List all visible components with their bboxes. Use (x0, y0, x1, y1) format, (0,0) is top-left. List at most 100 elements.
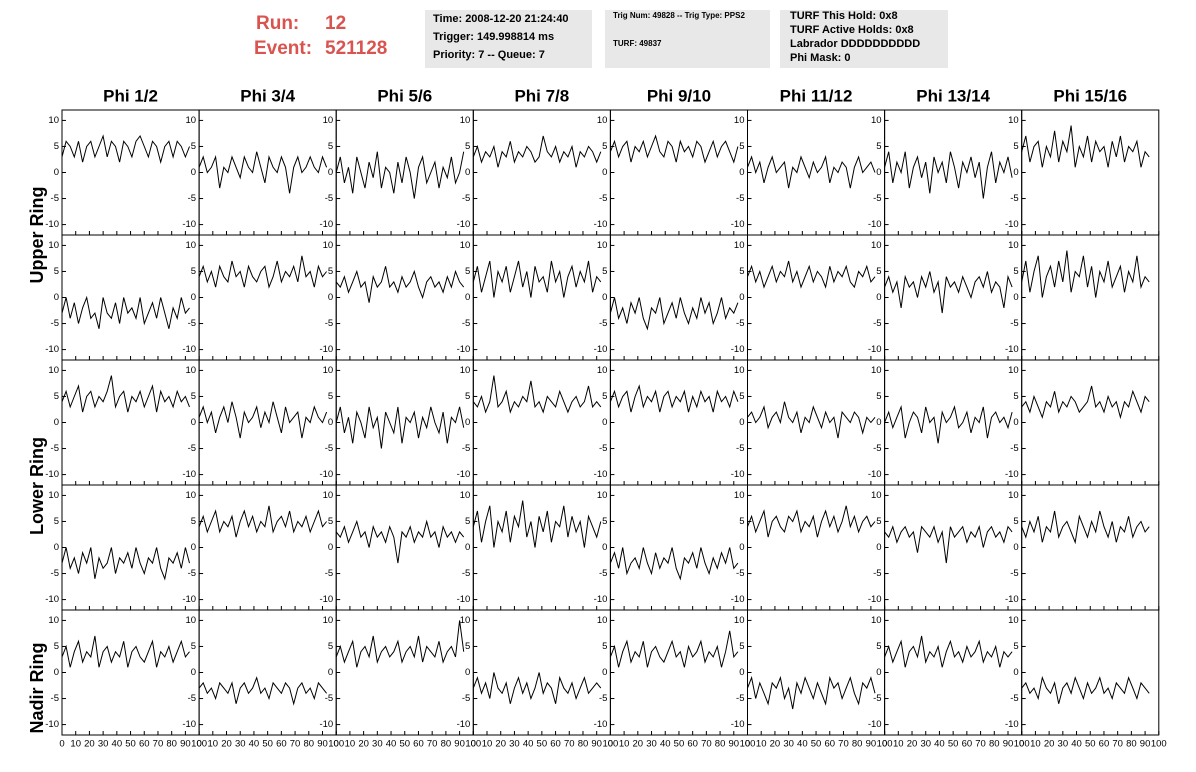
panel-frame (609, 484, 749, 611)
x-tick-label: 10 (619, 739, 630, 750)
y-tick-label: 5 (465, 391, 470, 402)
y-tick-label: 10 (871, 115, 882, 126)
x-tick-label: 60 (139, 739, 150, 750)
x-tick-label: 10 (1030, 739, 1041, 750)
x-tick-label: 100 (877, 739, 893, 750)
y-tick-label: 10 (323, 490, 334, 501)
y-tick-label: 10 (871, 615, 882, 626)
y-tick-label: -5 (599, 693, 607, 704)
y-tick-label: 5 (739, 516, 744, 527)
waveform (609, 384, 739, 413)
y-tick-label: -5 (188, 318, 196, 329)
x-tick-label: 30 (235, 739, 246, 750)
y-tick-label: 10 (734, 365, 745, 376)
x-tick-label: 100 (1014, 739, 1030, 750)
y-tick-label: 0 (191, 292, 196, 303)
y-tick-label: 10 (597, 490, 608, 501)
waveform (198, 676, 327, 706)
y-tick-label: -5 (188, 693, 196, 704)
x-tick-label: 100 (740, 739, 756, 750)
y-tick-label: -5 (736, 193, 744, 204)
waveform (1021, 385, 1150, 420)
x-tick-label: 90 (454, 739, 465, 750)
x-tick-label: 50 (537, 739, 548, 750)
y-tick-label: -10 (1005, 344, 1019, 355)
x-tick-label: 50 (674, 739, 685, 750)
y-tick-label: 0 (739, 417, 744, 428)
info-box (605, 10, 770, 68)
y-tick-label: -10 (457, 219, 471, 230)
waveform (335, 266, 465, 303)
x-tick-label: 30 (372, 739, 383, 750)
y-tick-label: -5 (1010, 318, 1018, 329)
x-tick-label: 30 (920, 739, 931, 750)
y-tick-label: 0 (876, 417, 881, 428)
info-text: Time: 2008-12-20 21:24:40 (433, 13, 569, 25)
y-tick-label: 10 (1008, 615, 1019, 626)
y-tick-label: 10 (1008, 115, 1019, 126)
waveform (884, 635, 1013, 668)
y-tick-label: 5 (739, 266, 744, 277)
run-number: 12 (325, 13, 346, 34)
y-tick-label: 10 (48, 240, 59, 251)
info-text: Trigger: 149.998814 ms (433, 31, 554, 43)
panel-frame (884, 109, 1023, 236)
y-tick-label: 0 (739, 292, 744, 303)
x-tick-label: 40 (934, 739, 945, 750)
x-tick-label: 10 (482, 739, 493, 750)
y-tick-label: -10 (868, 344, 882, 355)
waveform (1021, 675, 1150, 704)
y-tick-label: 0 (1013, 542, 1018, 553)
y-tick-label: 10 (48, 490, 59, 501)
y-tick-label: 5 (602, 266, 607, 277)
y-tick-label: -5 (325, 318, 333, 329)
waveform (884, 524, 1013, 564)
y-tick-label: 0 (465, 542, 470, 553)
y-tick-label: -5 (599, 443, 607, 454)
x-tick-label: 70 (701, 739, 712, 750)
y-tick-label: 5 (328, 391, 333, 402)
y-tick-label: 0 (739, 167, 744, 178)
y-tick-label: -10 (731, 344, 745, 355)
y-tick-label: 10 (323, 365, 334, 376)
y-tick-label: 0 (465, 417, 470, 428)
waveform (61, 375, 190, 413)
x-tick-label: 50 (811, 739, 822, 750)
panel-frame (747, 234, 886, 361)
column-title: Phi 15/16 (1053, 86, 1127, 105)
y-tick-label: -10 (182, 594, 196, 605)
y-tick-label: -5 (599, 568, 607, 579)
row-label: Upper Ring (27, 187, 47, 284)
y-tick-label: 10 (186, 615, 197, 626)
x-tick-label: 100 (191, 739, 207, 750)
waveform (198, 401, 328, 439)
waveform (61, 295, 190, 329)
y-tick-label: 10 (323, 240, 334, 251)
x-tick-label: 100 (465, 739, 481, 750)
y-tick-label: -5 (325, 193, 333, 204)
info-text: TURF This Hold: 0x8 (790, 10, 898, 22)
panel-frame (1021, 609, 1160, 736)
y-tick-label: -10 (1005, 719, 1019, 730)
x-tick-label: 20 (770, 739, 781, 750)
y-tick-label: -10 (45, 594, 59, 605)
y-tick-label: 10 (186, 115, 197, 126)
y-tick-label: 5 (1013, 641, 1018, 652)
y-tick-label: 0 (328, 667, 333, 678)
panel-frame (747, 484, 886, 611)
column-title: Phi 9/10 (647, 86, 711, 105)
y-tick-label: 0 (191, 542, 196, 553)
x-tick-label: 10 (70, 739, 81, 750)
panel-frame (198, 234, 337, 361)
y-tick-label: 5 (328, 266, 333, 277)
waveform (472, 135, 602, 168)
panel-frame (61, 359, 200, 486)
x-tick-label: 70 (427, 739, 438, 750)
waveform (61, 547, 190, 581)
panel-frame (335, 109, 474, 236)
panel-frame (747, 109, 886, 236)
x-tick-label: 50 (125, 739, 136, 750)
x-tick-label: 10 (893, 739, 904, 750)
x-tick-label: 60 (1099, 739, 1110, 750)
y-tick-label: -10 (868, 719, 882, 730)
